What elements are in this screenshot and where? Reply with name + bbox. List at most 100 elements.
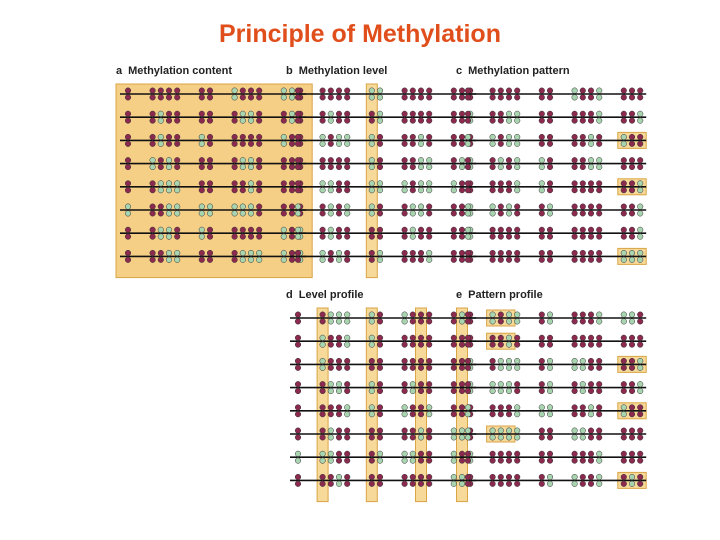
unmethylated-cpg <box>637 233 644 240</box>
methylated-cpg <box>464 341 472 348</box>
unmethylated-cpg <box>319 450 326 457</box>
methylated-cpg <box>514 480 521 487</box>
methylated-cpg <box>620 117 627 124</box>
methylated-cpg <box>417 249 425 257</box>
methylated-cpg <box>579 341 586 348</box>
unmethylated-cpg <box>157 110 164 117</box>
methylated-cpg <box>538 133 545 141</box>
methylated-cpg <box>206 226 214 233</box>
methylated-cpg <box>579 334 586 341</box>
methylated-cpg <box>417 110 425 117</box>
methylated-cpg <box>327 480 334 487</box>
methylated-cpg <box>319 480 326 487</box>
methylated-cpg <box>124 256 132 263</box>
methylated-cpg <box>280 180 287 187</box>
methylated-cpg <box>596 187 603 194</box>
methylated-cpg <box>596 341 603 348</box>
methylated-cpg <box>497 233 504 240</box>
methylated-cpg <box>157 157 164 164</box>
methylated-cpg <box>620 381 627 388</box>
unmethylated-cpg <box>505 140 513 147</box>
methylated-cpg <box>426 140 433 147</box>
methylated-cpg <box>376 357 384 365</box>
methylated-cpg <box>514 381 521 388</box>
methylated-cpg <box>288 203 296 210</box>
methylated-cpg <box>489 364 496 371</box>
methylated-cpg <box>206 157 214 164</box>
methylated-cpg <box>637 163 644 171</box>
methylated-cpg <box>124 110 132 117</box>
methylated-cpg <box>538 318 545 325</box>
methylated-cpg <box>450 341 457 348</box>
methylated-cpg <box>571 256 578 263</box>
methylated-cpg <box>376 341 384 348</box>
methylated-cpg <box>579 187 586 194</box>
methylated-cpg <box>620 364 627 371</box>
panel-c-title: Methylation pattern <box>468 65 570 77</box>
unmethylated-cpg <box>294 457 302 464</box>
unmethylated-cpg <box>327 311 334 318</box>
methylated-cpg <box>344 457 351 464</box>
methylated-cpg <box>335 203 343 210</box>
methylated-cpg <box>319 404 326 411</box>
methylated-cpg <box>344 357 351 365</box>
methylated-cpg <box>505 480 513 487</box>
unmethylated-cpg <box>514 404 521 411</box>
methylated-cpg <box>458 140 466 147</box>
methylated-cpg <box>620 334 627 341</box>
unmethylated-cpg <box>327 387 334 395</box>
unmethylated-cpg <box>417 133 425 141</box>
methylated-cpg <box>335 233 343 240</box>
methylated-cpg <box>426 226 433 233</box>
unmethylated-cpg <box>596 94 603 101</box>
unmethylated-cpg <box>546 364 554 371</box>
methylated-cpg <box>538 434 545 441</box>
methylated-cpg <box>376 381 384 388</box>
unmethylated-cpg <box>505 434 513 441</box>
methylated-cpg <box>464 334 472 341</box>
methylated-cpg <box>280 187 287 194</box>
methylated-cpg <box>206 110 214 117</box>
methylated-cpg <box>489 256 496 263</box>
methylated-cpg <box>450 94 457 101</box>
methylated-cpg <box>450 381 457 388</box>
unmethylated-cpg <box>505 110 513 117</box>
unmethylated-cpg <box>417 157 425 164</box>
unmethylated-cpg <box>426 180 433 187</box>
unmethylated-cpg <box>376 180 384 187</box>
methylated-cpg <box>417 411 425 418</box>
methylated-cpg <box>637 480 644 487</box>
methylated-cpg <box>458 457 466 464</box>
methylated-cpg <box>426 87 433 94</box>
methylated-cpg <box>514 233 521 240</box>
methylated-cpg <box>344 87 351 94</box>
methylated-cpg <box>514 334 521 341</box>
methylated-cpg <box>628 140 636 147</box>
methylated-cpg <box>497 110 504 117</box>
methylated-cpg <box>368 427 375 434</box>
methylated-cpg <box>546 334 554 341</box>
methylated-cpg <box>426 311 433 318</box>
methylated-cpg <box>538 387 545 395</box>
methylated-cpg <box>637 318 644 325</box>
unmethylated-cpg <box>571 480 578 487</box>
methylated-cpg <box>497 210 504 217</box>
methylated-cpg <box>426 387 433 395</box>
unmethylated-cpg <box>239 203 246 210</box>
methylated-cpg <box>579 480 586 487</box>
methylated-cpg <box>368 364 375 371</box>
methylated-cpg <box>546 163 554 171</box>
methylated-cpg <box>426 341 433 348</box>
unmethylated-cpg <box>327 434 334 441</box>
unmethylated-cpg <box>409 233 416 240</box>
methylated-cpg <box>458 117 466 124</box>
methylated-cpg <box>628 117 636 124</box>
methylated-cpg <box>450 210 457 217</box>
methylated-cpg <box>571 334 578 341</box>
unmethylated-cpg <box>157 187 164 194</box>
methylated-cpg <box>327 157 334 164</box>
methylated-cpg <box>256 87 263 94</box>
unmethylated-cpg <box>514 117 521 124</box>
methylated-cpg <box>450 110 457 117</box>
unmethylated-cpg <box>294 226 302 233</box>
